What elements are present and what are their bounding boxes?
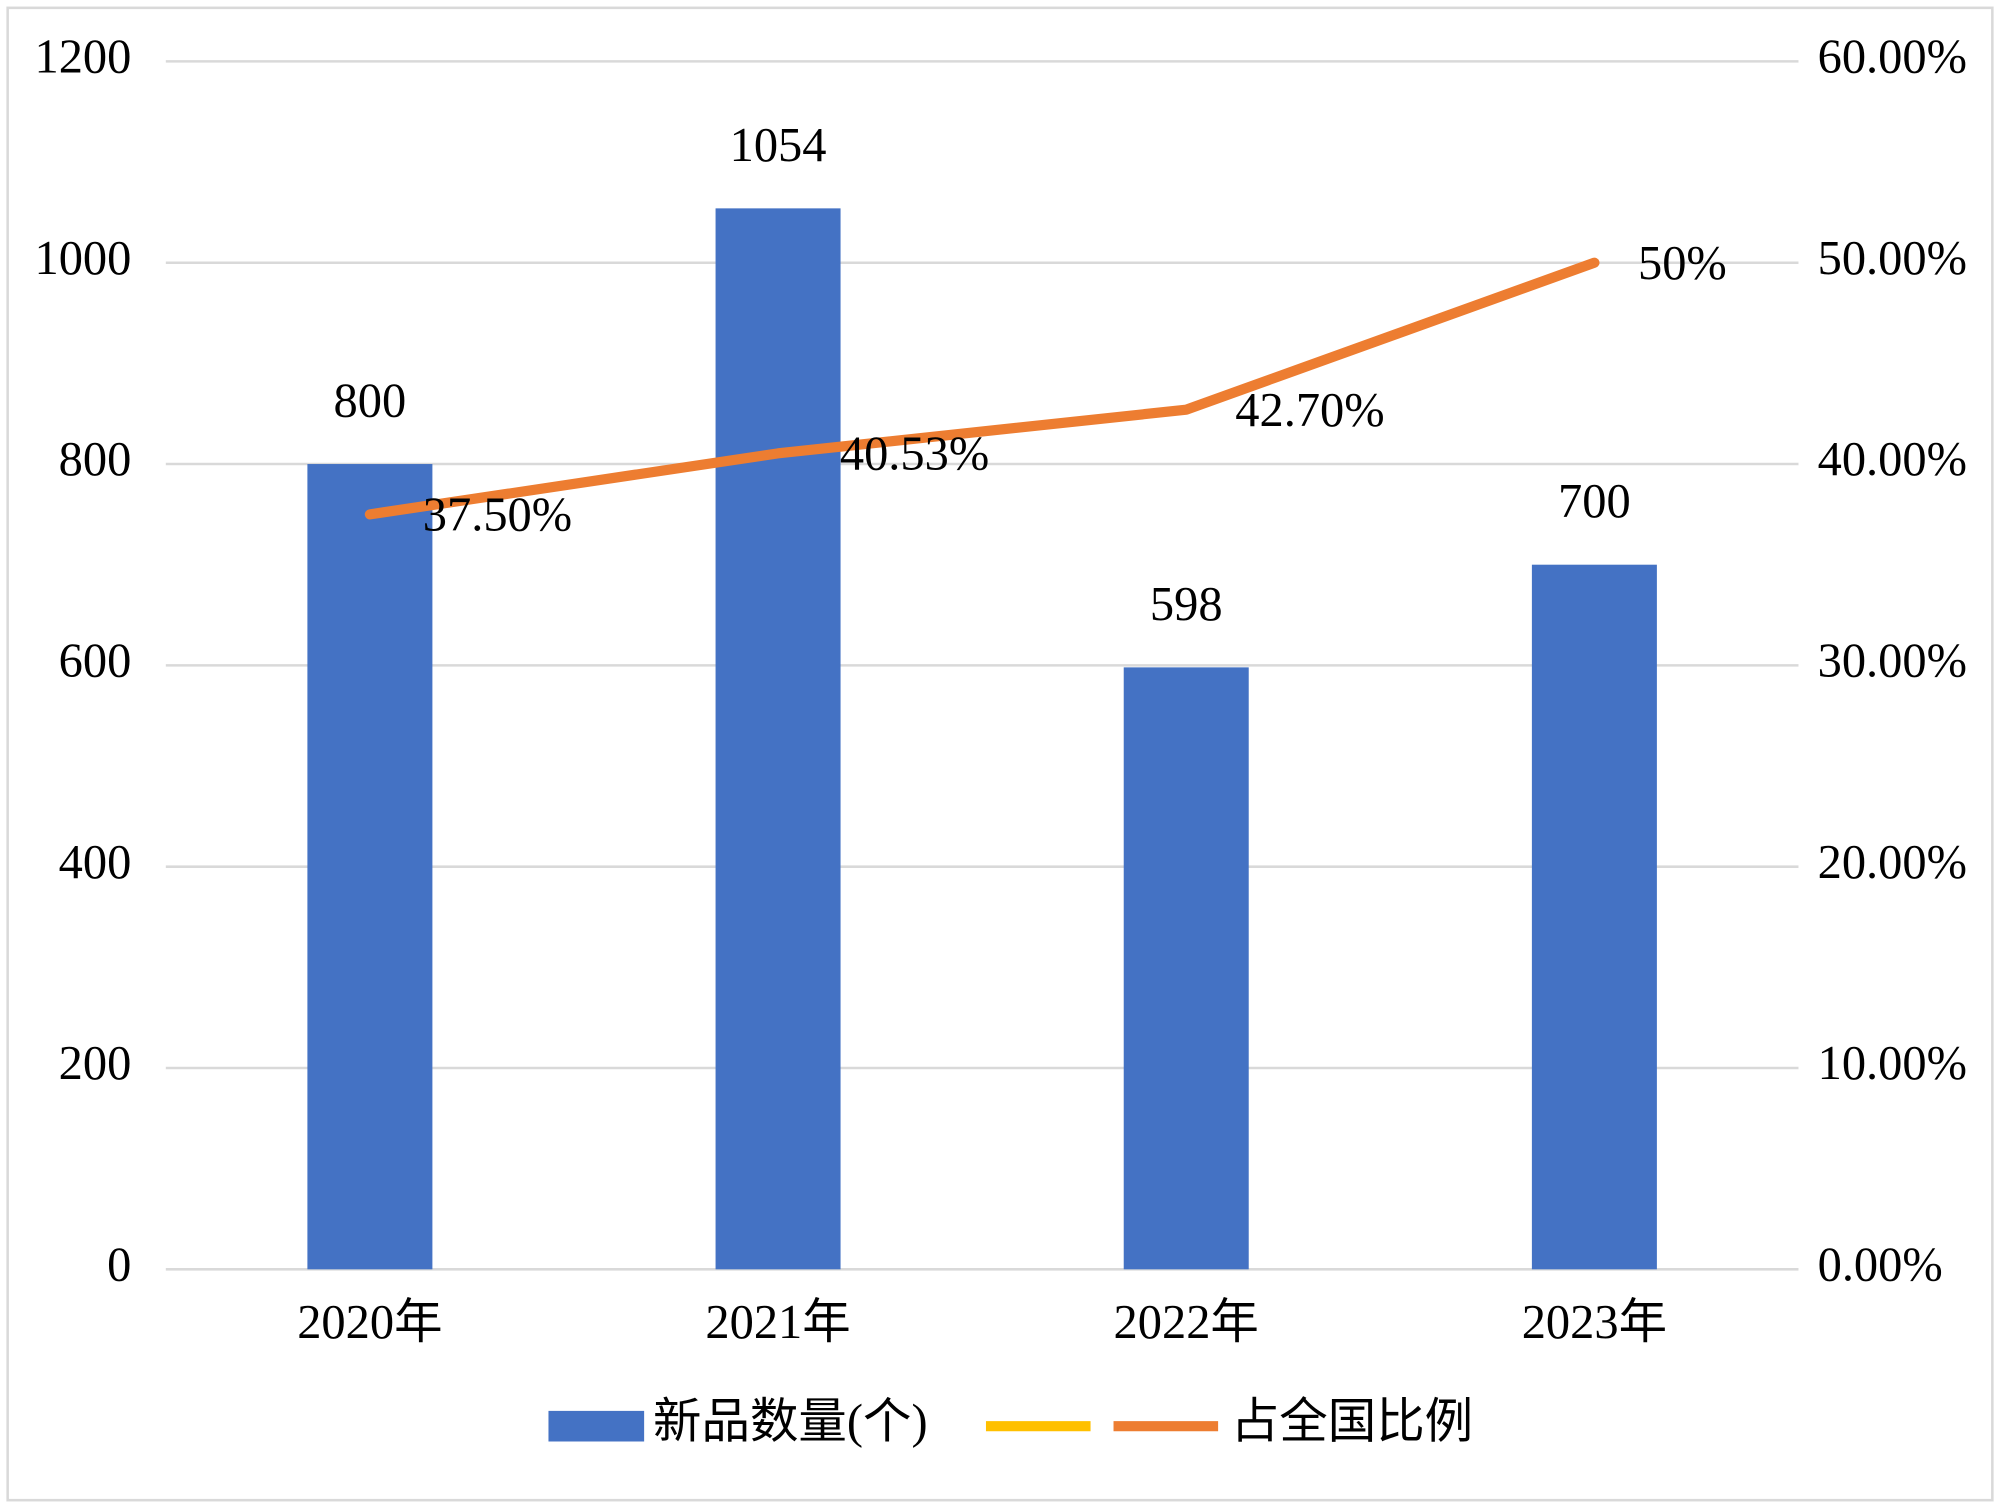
y-tick-label: 1200 bbox=[34, 31, 131, 84]
bar-value-label: 800 bbox=[334, 374, 407, 427]
y-tick-label: 600 bbox=[59, 634, 132, 687]
bar bbox=[715, 208, 841, 1270]
y-tick-label: 400 bbox=[59, 836, 132, 889]
x-tick-label: 2022年 bbox=[1114, 1296, 1259, 1349]
y2-tick-label: 20.00% bbox=[1818, 836, 1967, 889]
line-value-label: 42.70% bbox=[1235, 384, 1384, 437]
line-value-label: 50% bbox=[1638, 237, 1727, 290]
y-tick-label: 800 bbox=[59, 433, 132, 486]
y-tick-label: 1000 bbox=[34, 232, 131, 285]
bar bbox=[1531, 564, 1657, 1270]
line bbox=[364, 257, 1600, 520]
y2-tick-label: 0.00% bbox=[1818, 1238, 1943, 1291]
line-value-label: 40.53% bbox=[840, 428, 989, 481]
x-tick-label: 2021年 bbox=[705, 1296, 850, 1349]
bar bbox=[1123, 667, 1249, 1270]
y2-tick-label: 30.00% bbox=[1818, 634, 1967, 687]
y-tick-label: 0 bbox=[107, 1238, 131, 1291]
legend-label: 占全国比例 bbox=[1231, 1394, 1473, 1448]
y2-tick-label: 50.00% bbox=[1818, 232, 1967, 285]
bar-value-label: 700 bbox=[1558, 475, 1631, 528]
bar-value-label: 598 bbox=[1150, 578, 1223, 631]
x-tick-label: 2020年 bbox=[297, 1296, 442, 1349]
legend-label: 新品数量(个) bbox=[653, 1395, 928, 1448]
bar bbox=[307, 464, 433, 1270]
x-tick-label: 2023年 bbox=[1522, 1296, 1667, 1349]
bar-value-label: 1054 bbox=[730, 119, 827, 172]
y2-tick-label: 10.00% bbox=[1818, 1037, 1967, 1090]
chart-frame bbox=[6, 6, 1994, 1502]
y2-tick-label: 60.00% bbox=[1818, 31, 1967, 84]
legend-key bbox=[548, 1410, 645, 1442]
y-tick-label: 200 bbox=[59, 1037, 132, 1090]
line-value-label: 37.50% bbox=[423, 489, 572, 542]
y2-tick-label: 40.00% bbox=[1818, 433, 1967, 486]
